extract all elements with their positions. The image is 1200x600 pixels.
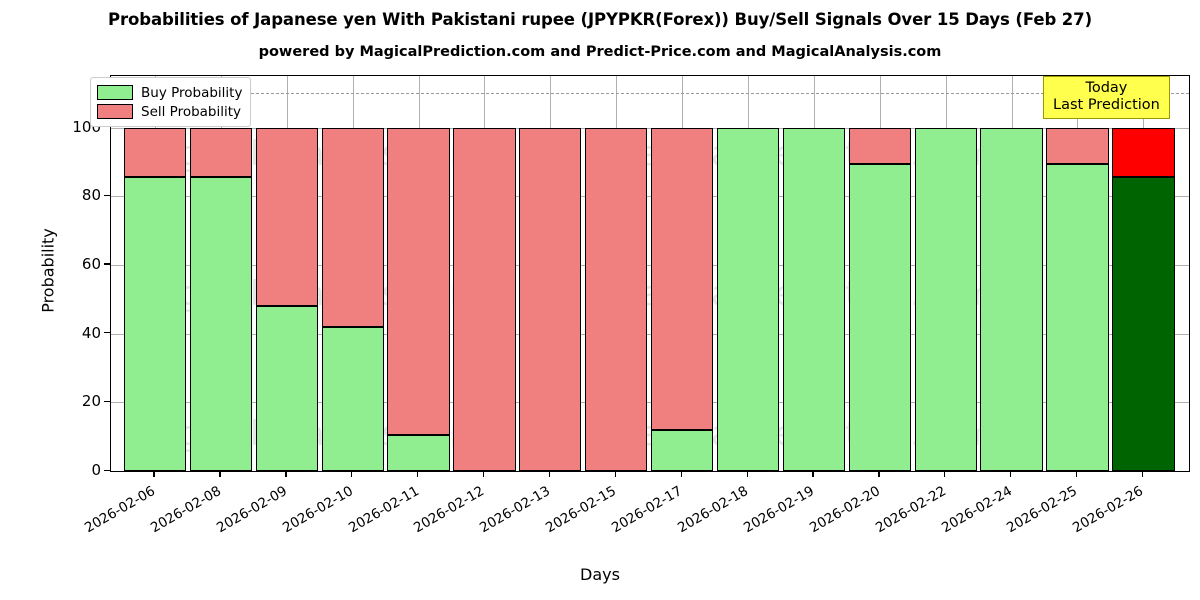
x-axis-tick-mark (1141, 471, 1144, 477)
gridline-horizontal (111, 333, 1189, 335)
today-annotation-line2: Last Prediction (1053, 96, 1160, 113)
legend-swatch-sell (97, 104, 133, 119)
x-axis-tick-label: 2026-02-06 (82, 483, 158, 537)
bar-segment-buy[interactable] (321, 326, 384, 471)
gridline-horizontal (111, 196, 1189, 198)
bar-segment-buy[interactable] (782, 127, 846, 471)
bar-segment-buy[interactable] (716, 127, 780, 471)
bar-group[interactable] (387, 76, 450, 471)
bar-group[interactable] (848, 76, 911, 471)
y-axis-tick-label: 20 (81, 392, 101, 411)
x-axis-tick-mark (746, 471, 748, 477)
bar-segment-sell[interactable] (848, 127, 911, 164)
gridline-horizontal (111, 127, 1189, 129)
x-axis-tick-mark (944, 471, 946, 477)
y-axis-tick-label: 100 (72, 117, 101, 136)
y-axis-tick-mark (104, 400, 110, 403)
bar-segment-sell[interactable] (519, 127, 582, 471)
bar-segment-buy[interactable] (189, 177, 252, 471)
x-axis-tick-mark (482, 471, 485, 477)
bar-group[interactable] (716, 76, 780, 471)
bar-group[interactable] (123, 76, 187, 471)
bar-segment-buy[interactable] (255, 306, 318, 471)
bar-segment-sell[interactable] (123, 127, 187, 178)
bar-segment-sell[interactable] (453, 127, 516, 471)
bar-segment-sell[interactable] (255, 127, 318, 307)
x-axis-tick-mark (1075, 471, 1078, 477)
bar-group[interactable] (650, 76, 714, 471)
bar-segment-sell[interactable] (1046, 127, 1109, 164)
bar-segment-buy[interactable] (1046, 163, 1109, 471)
plot-area: MagicalAnalysis.comMagicalPrediction.com… (110, 75, 1190, 472)
bar-segment-buy[interactable] (123, 177, 187, 471)
y-axis-tick-label: 60 (81, 254, 101, 273)
bar-segment-sell[interactable] (650, 127, 714, 430)
bar-segment-buy[interactable] (1112, 177, 1175, 471)
today-annotation: Today Last Prediction (1043, 76, 1170, 119)
x-axis-tick-mark (285, 471, 287, 477)
bar-group[interactable] (914, 76, 977, 471)
x-axis-tick-mark (1010, 471, 1012, 477)
chart-legend: Buy Probability Sell Probability (90, 77, 252, 127)
gridline-horizontal (111, 264, 1189, 266)
legend-label-sell: Sell Probability (141, 103, 242, 120)
bar-segment-sell[interactable] (387, 127, 450, 435)
bar-group[interactable] (1046, 76, 1109, 471)
today-annotation-line1: Today (1085, 80, 1128, 96)
x-axis-tick-mark (548, 471, 551, 477)
y-axis-tick-label: 40 (81, 323, 101, 342)
reference-dashed-line (111, 93, 1189, 95)
bar-group[interactable] (585, 76, 648, 471)
bar-group[interactable] (321, 76, 384, 471)
y-axis-tick-mark (104, 263, 110, 265)
x-axis-tick-mark (417, 471, 419, 477)
bar-group[interactable] (980, 76, 1043, 471)
x-axis-tick-mark (153, 471, 155, 477)
y-axis-label: Probability (38, 227, 58, 313)
y-axis-tick-mark (104, 469, 110, 471)
y-axis-tick-label: 80 (81, 186, 101, 205)
x-axis-label: Days (580, 565, 620, 584)
x-axis-tick-mark (219, 471, 221, 477)
bar-segment-buy[interactable] (848, 163, 911, 471)
bar-segment-sell[interactable] (189, 127, 252, 178)
bar-segment-sell[interactable] (321, 127, 384, 327)
bar-segment-buy[interactable] (980, 127, 1043, 471)
x-axis-tick-mark (614, 471, 617, 477)
x-axis-tick-mark (351, 471, 353, 477)
y-axis-tick-mark (104, 332, 110, 334)
bar-group[interactable] (1112, 76, 1175, 471)
plot-inner: MagicalAnalysis.comMagicalPrediction.com… (111, 76, 1189, 471)
bar-group[interactable] (519, 76, 582, 471)
y-axis-tick-mark (104, 194, 110, 196)
page-title: Probabilities of Japanese yen With Pakis… (107, 10, 1093, 29)
gridline-horizontal (111, 402, 1189, 404)
y-axis-tick-label: 0 (91, 461, 101, 479)
legend-label-buy: Buy Probability (141, 84, 243, 101)
chart-subtitle: powered by MagicalPrediction.com and Pre… (258, 44, 942, 60)
bar-segment-buy[interactable] (650, 429, 714, 471)
bar-group[interactable] (782, 76, 846, 471)
x-axis-tick-mark (812, 471, 814, 477)
bar-segment-sell[interactable] (1112, 127, 1175, 178)
bar-segment-buy[interactable] (387, 434, 450, 471)
bar-group[interactable] (189, 76, 252, 471)
x-axis-tick-mark (878, 471, 880, 477)
bar-segment-buy[interactable] (914, 127, 977, 471)
legend-swatch-buy (97, 85, 133, 100)
x-axis-tick-mark (680, 471, 682, 477)
bar-group[interactable] (255, 76, 318, 471)
legend-item-sell: Sell Probability (97, 102, 242, 121)
bar-segment-sell[interactable] (585, 127, 648, 471)
legend-item-buy: Buy Probability (97, 83, 242, 102)
bar-group[interactable] (453, 76, 516, 471)
